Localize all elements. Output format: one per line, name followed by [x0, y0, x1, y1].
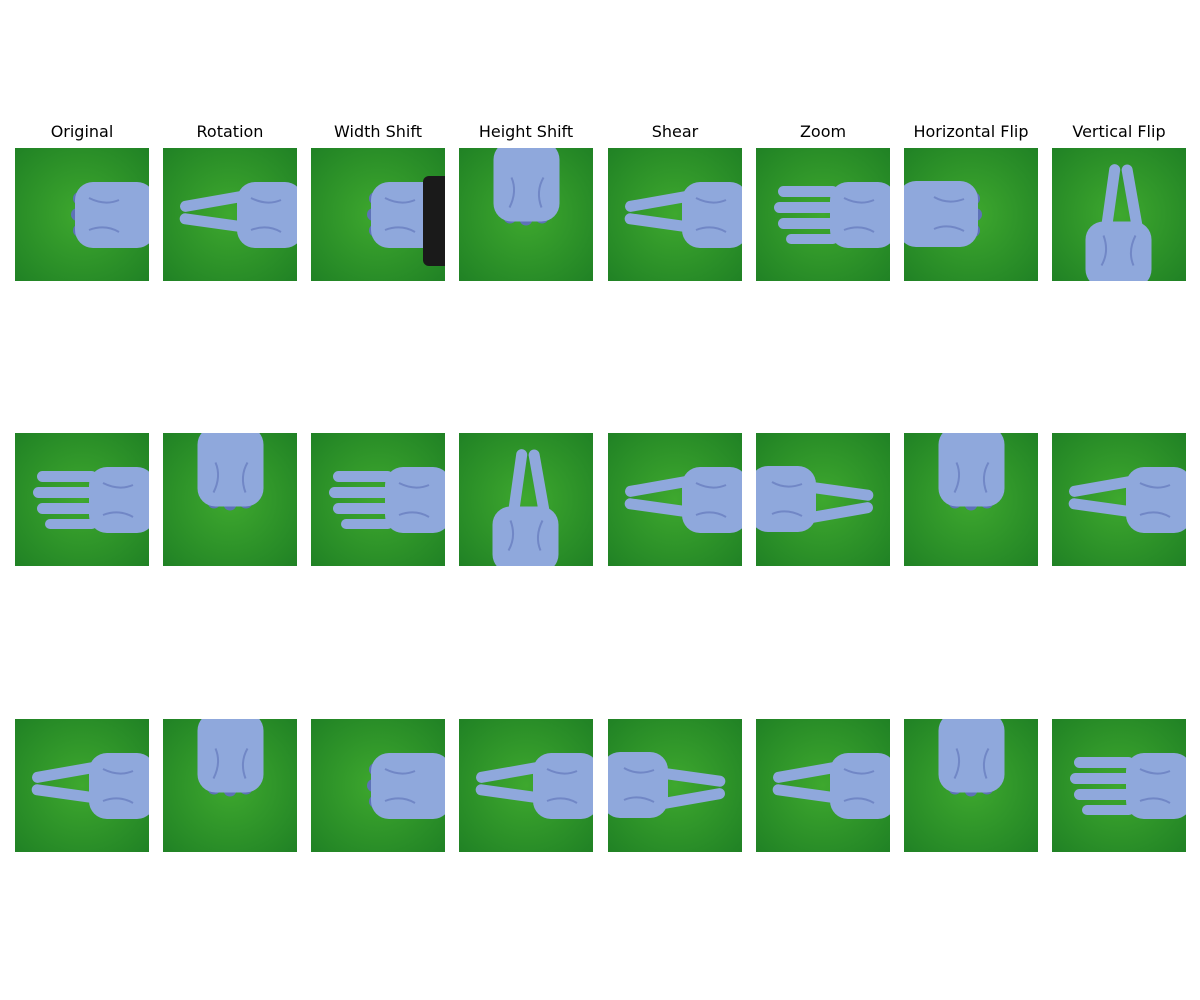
- augmented-image-r1-c6: [756, 148, 890, 281]
- augmented-image-r1-c4: [459, 148, 593, 281]
- augmented-image-r1-c5: [608, 148, 742, 281]
- augmented-image-r3-c3: [311, 719, 445, 852]
- column-title-zoom: Zoom: [799, 122, 847, 141]
- augmented-image-r2-c5: [608, 433, 742, 566]
- augmented-image-r2-c4: [459, 433, 593, 566]
- column-title-vertical-flip: Vertical Flip: [1072, 122, 1166, 141]
- column-title-rotation: Rotation: [196, 122, 264, 141]
- augmented-image-r3-c1: [15, 719, 149, 852]
- augmented-image-r2-c2: [163, 433, 297, 566]
- augmented-image-r1-c3: [311, 148, 445, 281]
- augmented-image-r3-c6: [756, 719, 890, 852]
- augmented-image-r2-c8: [1052, 433, 1186, 566]
- augmented-image-r3-c4: [459, 719, 593, 852]
- column-title-width-shift: Width Shift: [334, 122, 422, 141]
- column-title-height-shift: Height Shift: [478, 122, 574, 141]
- augmented-image-r3-c5: [608, 719, 742, 852]
- augmented-image-r3-c2: [163, 719, 297, 852]
- augmented-image-r2-c7: [904, 433, 1038, 566]
- augmented-image-r1-c2: [163, 148, 297, 281]
- augmented-image-r2-c3: [311, 433, 445, 566]
- augmented-image-r1-c1: [15, 148, 149, 281]
- augmented-image-r1-c7: [904, 148, 1038, 281]
- column-title-shear: Shear: [651, 122, 699, 141]
- augmented-image-r2-c6: [756, 433, 890, 566]
- augmented-image-r1-c8: [1052, 148, 1186, 281]
- column-title-horizontal-flip: Horizontal Flip: [913, 122, 1029, 141]
- augmented-image-r3-c7: [904, 719, 1038, 852]
- column-title-original: Original: [50, 122, 114, 141]
- augmented-image-r2-c1: [15, 433, 149, 566]
- augmented-image-r3-c8: [1052, 719, 1186, 852]
